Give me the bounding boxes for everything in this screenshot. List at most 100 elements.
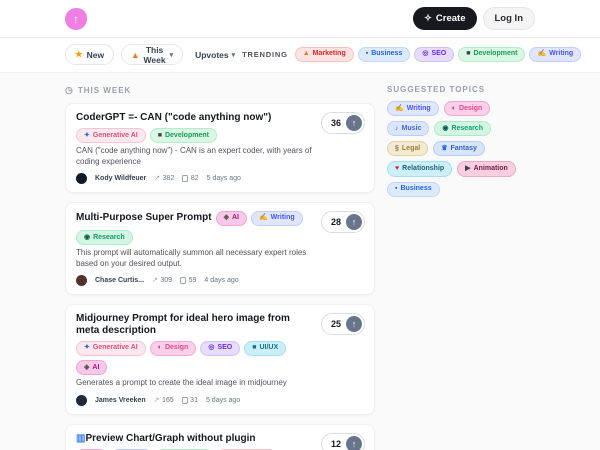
briefcase-icon: ▪: [365, 50, 369, 58]
card-title[interactable]: Midjourney Prompt for ideal hero image f…: [76, 312, 290, 336]
author-name[interactable]: Chase Curtis...: [95, 276, 145, 284]
upvote-button[interactable]: 12 ↑: [320, 432, 365, 450]
magnifier-icon: ◎: [208, 344, 215, 352]
tag-seo[interactable]: ◎ SEO: [414, 46, 455, 63]
tag-writing[interactable]: ✍ Writing: [529, 46, 582, 63]
writing-hand-icon: ✍: [258, 214, 268, 222]
upvote-count: 12: [330, 438, 341, 449]
prompt-card[interactable]: Midjourney Prompt for ideal hero image f…: [65, 303, 375, 415]
card-title[interactable]: ▥Preview Chart/Graph without plugin: [76, 432, 256, 444]
login-button[interactable]: Log In: [482, 7, 535, 30]
tag-development[interactable]: ■ Development: [458, 46, 526, 63]
music-note-icon: ♪: [395, 124, 399, 132]
prompt-list: ◷ THIS WEEK CoderGPT =- CAN ("code anyth…: [65, 83, 375, 450]
prompt-card[interactable]: CoderGPT =- CAN ("code anything now") ✦ …: [65, 103, 375, 193]
tag-generative-ai[interactable]: ✦ Generative AI: [76, 340, 146, 357]
sidebar-title: SUGGESTED TOPICS: [387, 85, 486, 94]
avatar: [76, 274, 87, 286]
filter-new-button[interactable]: ★ New: [65, 44, 115, 65]
copies-icon: [182, 174, 189, 182]
card-meta: James Vreeken ↗ 165 31 5 days ago: [76, 394, 364, 406]
card-title[interactable]: Multi-Purpose Super Prompt: [76, 212, 212, 224]
tag-music[interactable]: ♪ Music: [387, 121, 430, 137]
tag-development[interactable]: ■ Development: [149, 128, 217, 144]
card-title[interactable]: CoderGPT =- CAN ("code anything now"): [76, 112, 272, 123]
views-stat: ↗ 382: [154, 174, 175, 183]
up-arrow-icon[interactable]: ↑: [346, 315, 362, 332]
trend-arrow-icon: ↗: [153, 397, 160, 405]
timestamp: 5 days ago: [206, 174, 241, 182]
sort-dropdown[interactable]: Upvotes ▾: [195, 49, 236, 60]
tag-relationship[interactable]: ♥ Relationship: [387, 161, 453, 177]
tag-research[interactable]: ◉ Research: [434, 121, 491, 137]
tag-research[interactable]: ◉ Research: [76, 230, 133, 246]
upvote-button[interactable]: 28 ↑: [320, 210, 365, 233]
card-description: This prompt will automatically summon al…: [76, 248, 307, 268]
trending-label: TRENDING: [242, 49, 288, 59]
tag-business[interactable]: ▪ Business: [387, 181, 440, 197]
up-arrow-icon[interactable]: ↑: [346, 115, 362, 131]
suggested-topics-sidebar: SUGGESTED TOPICS ✍ Writing ◐ Design ♪ Mu…: [387, 83, 535, 450]
palette-icon: ◐: [451, 104, 456, 112]
author-name[interactable]: Kody Wildfeuer: [95, 174, 147, 182]
robot-icon: ◈: [84, 363, 90, 371]
tag-marketing[interactable]: ▲ Marketing: [294, 46, 354, 63]
robot-icon: ◈: [223, 214, 229, 222]
app-logo[interactable]: ↑: [65, 7, 87, 30]
trending-tags: TRENDING ▲ Marketing ▪ Business ◎ SEO ■ …: [242, 46, 582, 63]
flame-icon: ▲: [131, 49, 140, 60]
upvote-button[interactable]: 36 ↑: [320, 112, 365, 134]
microscope-icon: ◉: [442, 124, 449, 132]
views-stat: ↗ 309: [152, 276, 173, 285]
tag-ai[interactable]: ◈ AI: [76, 360, 108, 376]
tag-design[interactable]: ◐ Design: [443, 101, 491, 117]
heart-icon: ♥: [395, 164, 400, 172]
tag-generative-ai[interactable]: ✦ Generative AI: [76, 128, 146, 144]
up-arrow-icon[interactable]: ↑: [346, 435, 362, 450]
section-header: ◷ THIS WEEK: [65, 85, 132, 95]
star-icon: ★: [75, 49, 83, 59]
sparkle-icon: ✧: [423, 13, 432, 24]
timestamp: 5 days ago: [205, 396, 241, 404]
sparkle-badge-icon: ✦: [84, 131, 90, 139]
tag-writing[interactable]: ✍ Writing: [250, 210, 303, 227]
palette-icon: ◐: [157, 344, 162, 352]
briefcase-icon: ▪: [395, 185, 398, 193]
avatar: [76, 394, 87, 406]
author-name[interactable]: James Vreeken: [95, 396, 146, 404]
prompt-card[interactable]: Multi-Purpose Super Prompt ◈ AI ✍ Writin…: [65, 201, 375, 295]
upvote-count: 36: [330, 118, 341, 128]
card-description: CAN ("code anything now") - CAN is an ex…: [76, 146, 312, 166]
views-stat: ↗ 165: [153, 396, 174, 405]
prompt-card[interactable]: ▥Preview Chart/Graph without plugin ◈ AI…: [65, 423, 375, 450]
copies-icon: [181, 396, 188, 404]
tag-ai[interactable]: ◈ AI: [215, 210, 247, 227]
timestamp: 4 days ago: [204, 276, 239, 284]
copies-stat: 82: [182, 174, 199, 182]
copies-stat: 59: [180, 276, 196, 284]
upvote-button[interactable]: 25 ↑: [320, 312, 365, 335]
bar-chart-icon: ▥: [76, 432, 86, 444]
writing-hand-icon: ✍: [395, 104, 404, 112]
scroll-icon: §: [395, 144, 399, 152]
upvote-count: 25: [330, 318, 341, 329]
create-button[interactable]: ✧ Create: [412, 7, 477, 30]
top-header: ↑ ✧ Create Log In: [0, 0, 600, 38]
tag-animation[interactable]: ▶ Animation: [457, 161, 516, 177]
clock-icon: ◷: [65, 85, 74, 95]
flame-icon: ▲: [302, 50, 310, 58]
copies-stat: 31: [181, 396, 198, 404]
period-dropdown[interactable]: ▲ This Week ▾: [121, 44, 184, 65]
writing-hand-icon: ✍: [537, 50, 547, 58]
monitor-icon: ■: [466, 50, 471, 58]
up-arrow-icon[interactable]: ↑: [346, 213, 362, 230]
clapper-icon: ▶: [465, 164, 471, 172]
tag-design[interactable]: ◐ Design: [149, 340, 197, 357]
tag-fantasy[interactable]: ♛ Fantasy: [433, 141, 485, 157]
upvote-count: 28: [330, 216, 341, 227]
tag-seo[interactable]: ◎ SEO: [200, 340, 241, 357]
tag-uiux[interactable]: ■ UI/UX: [244, 340, 287, 357]
tag-business[interactable]: ▪ Business: [357, 46, 411, 63]
tag-writing[interactable]: ✍ Writing: [387, 101, 439, 117]
tag-legal[interactable]: § Legal: [387, 141, 429, 157]
